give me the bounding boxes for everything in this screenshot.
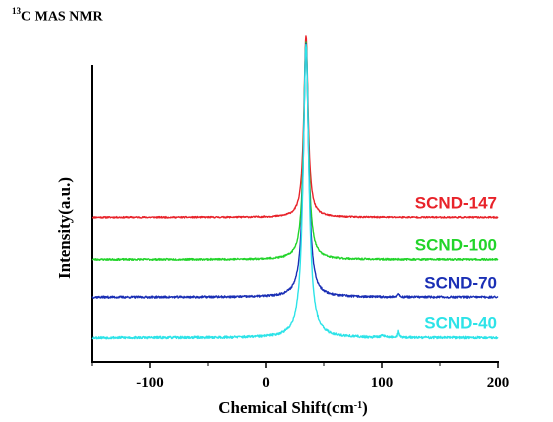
title-text: C MAS NMR bbox=[21, 9, 103, 25]
x-axis-title-main: Chemical Shift(cm bbox=[218, 398, 354, 417]
series-label: SCND-100 bbox=[415, 236, 497, 255]
x-axis-title-close: ) bbox=[362, 398, 368, 417]
series-line bbox=[91, 41, 499, 262]
series-label: SCND-40 bbox=[424, 314, 497, 333]
series-line bbox=[91, 43, 499, 340]
series-label: SCND-70 bbox=[424, 273, 497, 292]
title-superscript: 13 bbox=[12, 6, 21, 16]
x-tick-label: -100 bbox=[136, 375, 164, 391]
series-line bbox=[91, 35, 499, 219]
chart-axes: -100 0 100 200 bbox=[91, 65, 509, 391]
series-label: SCND-147 bbox=[415, 193, 497, 212]
series-layer bbox=[91, 35, 499, 340]
x-axis-title: Chemical Shift(cm-1) bbox=[218, 398, 368, 417]
x-axis-title-sup: -1 bbox=[354, 400, 362, 411]
x-tick-label: 100 bbox=[371, 375, 394, 391]
x-tick-label: 0 bbox=[262, 375, 270, 391]
y-axis-title: Intensity(a.u.) bbox=[55, 177, 74, 279]
series-labels: SCND-147 SCND-100 SCND-70 SCND-40 bbox=[415, 193, 497, 332]
chart-title: 13C MAS NMR bbox=[12, 6, 103, 26]
x-tick-label: 200 bbox=[487, 375, 510, 391]
series-line bbox=[91, 42, 499, 299]
